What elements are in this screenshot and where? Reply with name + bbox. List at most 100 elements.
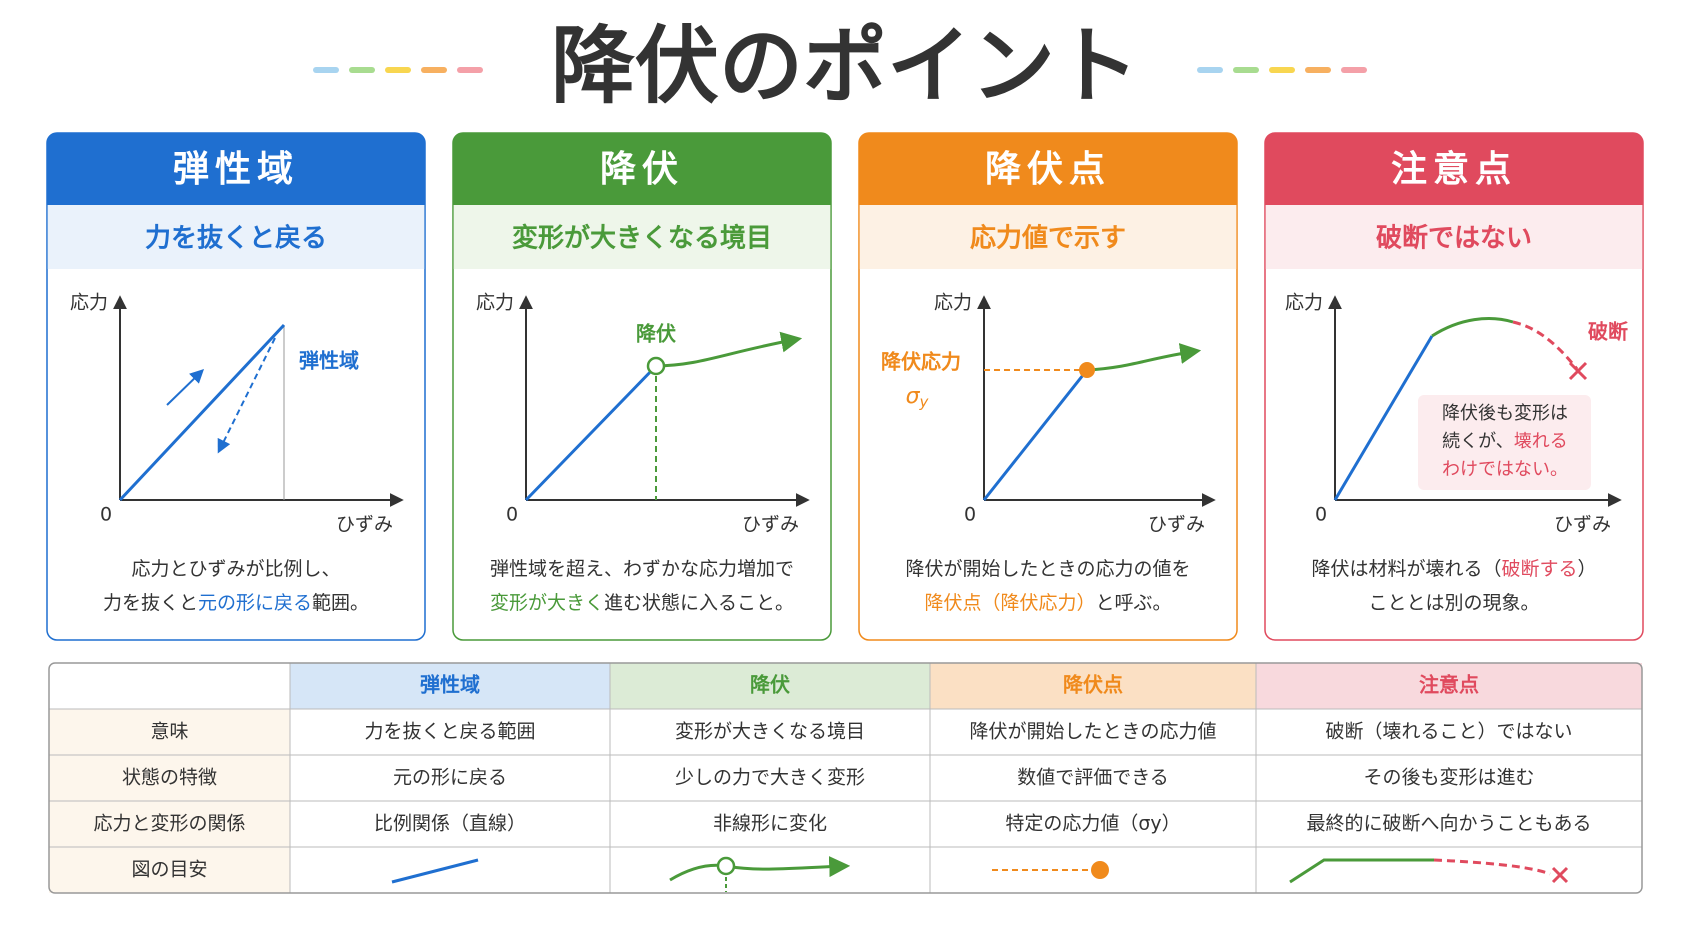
text-line: 降伏が開始したときの応力の値を [905,558,1190,580]
table-header-bg [1256,663,1642,709]
plastic-curve [1431,317,1514,338]
origin-label: 0 [506,504,518,526]
origin-label: 0 [1315,504,1327,526]
text-line: 続くが、壊れる [1442,431,1568,452]
elastic-line [524,364,658,502]
origin-label: 0 [100,504,112,526]
elastic-line [982,369,1089,501]
icon-yield [669,856,851,882]
text-part: わけではない。 [1442,459,1568,480]
table-header: 注意点 [1419,673,1479,697]
card: 弾性域力を抜くと戻る応力ひずみ0弾性域応力とひずみが比例し、力を抜くと元の形に戻… [46,132,426,641]
table-cell: 降伏が開始したときの応力値 [969,721,1216,743]
text-part: 元の形に戻る [198,592,312,614]
icon-plastic [1289,858,1434,884]
y-axis-label: 応力 [1285,292,1323,314]
text-part: 降伏点（降伏応力） [924,592,1095,614]
text-part: こととは別の現象。 [1368,592,1539,614]
table-cell: 少しの力で大きく変形 [675,767,865,789]
origin-label: 0 [964,504,976,526]
table-header-bg [290,663,610,709]
text-line: 応力とひずみが比例し、 [131,558,340,580]
elastic-line [1333,335,1434,501]
text-line: 降伏後も変形は [1442,403,1568,424]
text-line: わけではない。 [1442,459,1568,480]
card-subtitle-bg [453,205,831,269]
text-part: 降伏後も変形は [1442,403,1568,424]
table-cell: その後も変形は進む [1363,767,1534,789]
text-part: 弾性域を超え、わずかな応力増加で [490,558,794,580]
row-label: 意味 [150,721,188,743]
y-axis-label: 応力 [934,292,972,314]
yield-point [1079,362,1095,378]
text-part: 降伏は材料が壊れる（ [1311,558,1501,580]
text-line: 弾性域を超え、わずかな応力増加で [490,558,794,580]
table-header-bg [930,663,1256,709]
text-part: ） [1578,558,1597,580]
text-part: 続くが、 [1442,431,1514,452]
table-cell: 数値で評価できる [1017,767,1169,789]
y-axis-label: 応力 [70,292,108,314]
table-cell: 変形が大きくなる境目 [675,721,865,743]
table-frame [48,662,1643,894]
y-axis-label: 応力 [476,292,514,314]
icon-linear [391,858,479,884]
plastic-curve [655,331,803,368]
card-subtitle-bg [47,205,425,269]
table-cell: 非線形に変化 [713,813,827,835]
fracture-x [1568,361,1588,381]
table-cell: 力を抜くと戻る範囲 [364,721,535,743]
card-header: 降伏点 [985,149,1111,190]
text-part: 進む状態に入ること。 [604,592,794,614]
card-header-bg [859,133,1237,205]
card-header-bg [47,133,425,205]
icon-fracture [1433,858,1551,876]
icon-point [716,856,736,876]
text-line: 降伏点（降伏応力）と呼ぶ。 [924,592,1171,614]
note-box [1418,395,1591,490]
text-part: 破断する [1501,558,1577,580]
card-header: 降伏 [600,149,684,190]
card: 降伏変形が大きくなる境目応力ひずみ0降伏弾性域を超え、わずかな応力増加で変形が大… [452,132,832,641]
text-line: こととは別の現象。 [1368,592,1539,614]
row-label: 応力と変形の関係 [93,813,245,835]
chart-annotation: 弾性域 [299,349,359,373]
text-part: 力を抜くと [103,592,198,614]
table-header: 降伏 [750,673,790,697]
plastic-curve [1086,343,1202,372]
card-subtitle: 応力値で示す [970,223,1126,254]
card-subtitle: 変形が大きくなる境目 [512,223,772,254]
text-part: 壊れる [1514,431,1568,452]
elastic-line [118,323,286,502]
row-label: 状態の特徴 [122,767,217,789]
chart-annotation: 降伏 [636,322,676,346]
table-cell: 破断（壊れること）ではない [1325,721,1572,743]
text-part: 応力とひずみが比例し、 [131,558,340,580]
icon-x [1551,866,1569,884]
chart-annotation: 降伏応力 [881,350,961,374]
text-part: と呼ぶ。 [1096,592,1172,614]
text-line: 力を抜くと元の形に戻る範囲。 [103,592,369,614]
unload-arrow [217,337,276,454]
x-axis-label: ひずみ [742,514,799,536]
symbol-main: σ [906,384,921,409]
row-label: 図の目安 [131,859,207,881]
card-header: 弾性域 [173,149,299,190]
x-axis-label: ひずみ [336,514,393,536]
card-subtitle-bg [1265,205,1643,269]
card-subtitle: 力を抜くと戻る [145,224,327,254]
chart-annotation: 破断 [1588,320,1628,344]
table-header-bg [610,663,930,709]
table-cell: 元の形に戻る [393,767,507,789]
symbol-sub: y [919,393,930,411]
table-cell: 特定の応力値（σy） [1005,813,1180,835]
title: 降伏のポイント [551,17,1139,115]
table-header: 弾性域 [420,673,480,697]
text-part: 範囲。 [312,592,369,614]
card-header-bg [453,133,831,205]
table-cell: 比例関係（直線） [374,813,526,835]
